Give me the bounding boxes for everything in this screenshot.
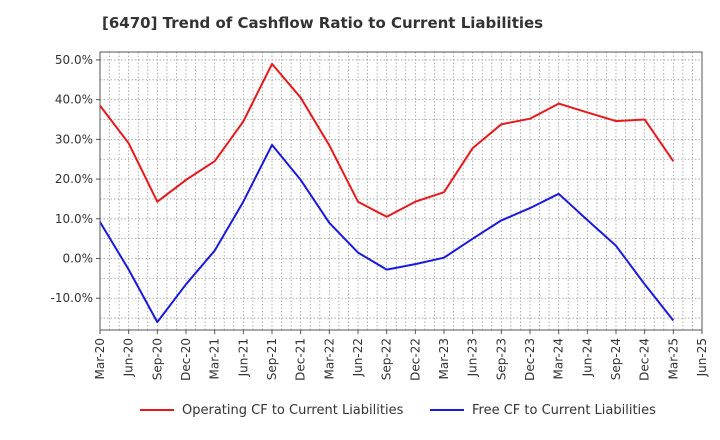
x-tick-label: Mar-25 <box>666 338 680 379</box>
x-tick-label: Jun-25 <box>695 338 709 377</box>
grid-layer <box>99 52 703 330</box>
legend: Operating CF to Current Liabilities Free … <box>140 403 656 418</box>
chart-title: [6470] Trend of Cashflow Ratio to Curren… <box>102 14 544 32</box>
x-tick-label: Mar-23 <box>437 338 451 379</box>
series-line-1 <box>99 143 675 324</box>
x-tick-label: Jun-24 <box>580 338 594 377</box>
axis-layer: -10.0% 0.0% 10.0% 20.0% 30.0% 40.0% 50.0% Mar-2… <box>51 51 709 381</box>
series-line-0 <box>99 62 675 218</box>
x-tick-label: Jun-23 <box>466 338 480 377</box>
legend-label: Operating CF to Current Liabilities <box>182 403 404 418</box>
x-tick-label: Mar-24 <box>552 338 566 379</box>
x-tick-label: Dec-22 <box>408 338 422 381</box>
y-tick-label: 40.0% <box>55 93 93 107</box>
x-tick-label: Dec-24 <box>638 338 652 381</box>
x-tick-label: Jun-21 <box>236 338 250 377</box>
x-tick-label: Mar-20 <box>93 338 107 379</box>
y-tick-label: 0.0% <box>63 252 94 266</box>
x-tick-label: Jun-22 <box>351 338 365 377</box>
x-tick-label: Mar-22 <box>322 338 336 379</box>
x-tick-label: Dec-20 <box>179 338 193 381</box>
x-tick-label: Sep-21 <box>265 338 279 380</box>
y-tick-label: 50.0% <box>55 53 93 67</box>
x-tick-label: Jun-20 <box>122 338 136 377</box>
x-tick-label: Sep-20 <box>150 338 164 380</box>
series-layer <box>99 62 675 324</box>
x-tick-label: Sep-24 <box>609 338 623 380</box>
plot-frame <box>99 51 703 331</box>
x-tick-label: Sep-22 <box>380 338 394 380</box>
x-tick-label: Dec-21 <box>294 338 308 381</box>
y-tick-label: -10.0% <box>51 291 93 305</box>
x-tick-label: Dec-23 <box>523 338 537 381</box>
y-tick-label: 20.0% <box>55 172 93 186</box>
x-tick-label: Mar-21 <box>208 338 222 379</box>
y-tick-label: 30.0% <box>55 132 93 146</box>
y-tick-label: 10.0% <box>55 212 93 226</box>
legend-label: Free CF to Current Liabilities <box>472 403 656 418</box>
x-tick-label: Sep-23 <box>494 338 508 380</box>
